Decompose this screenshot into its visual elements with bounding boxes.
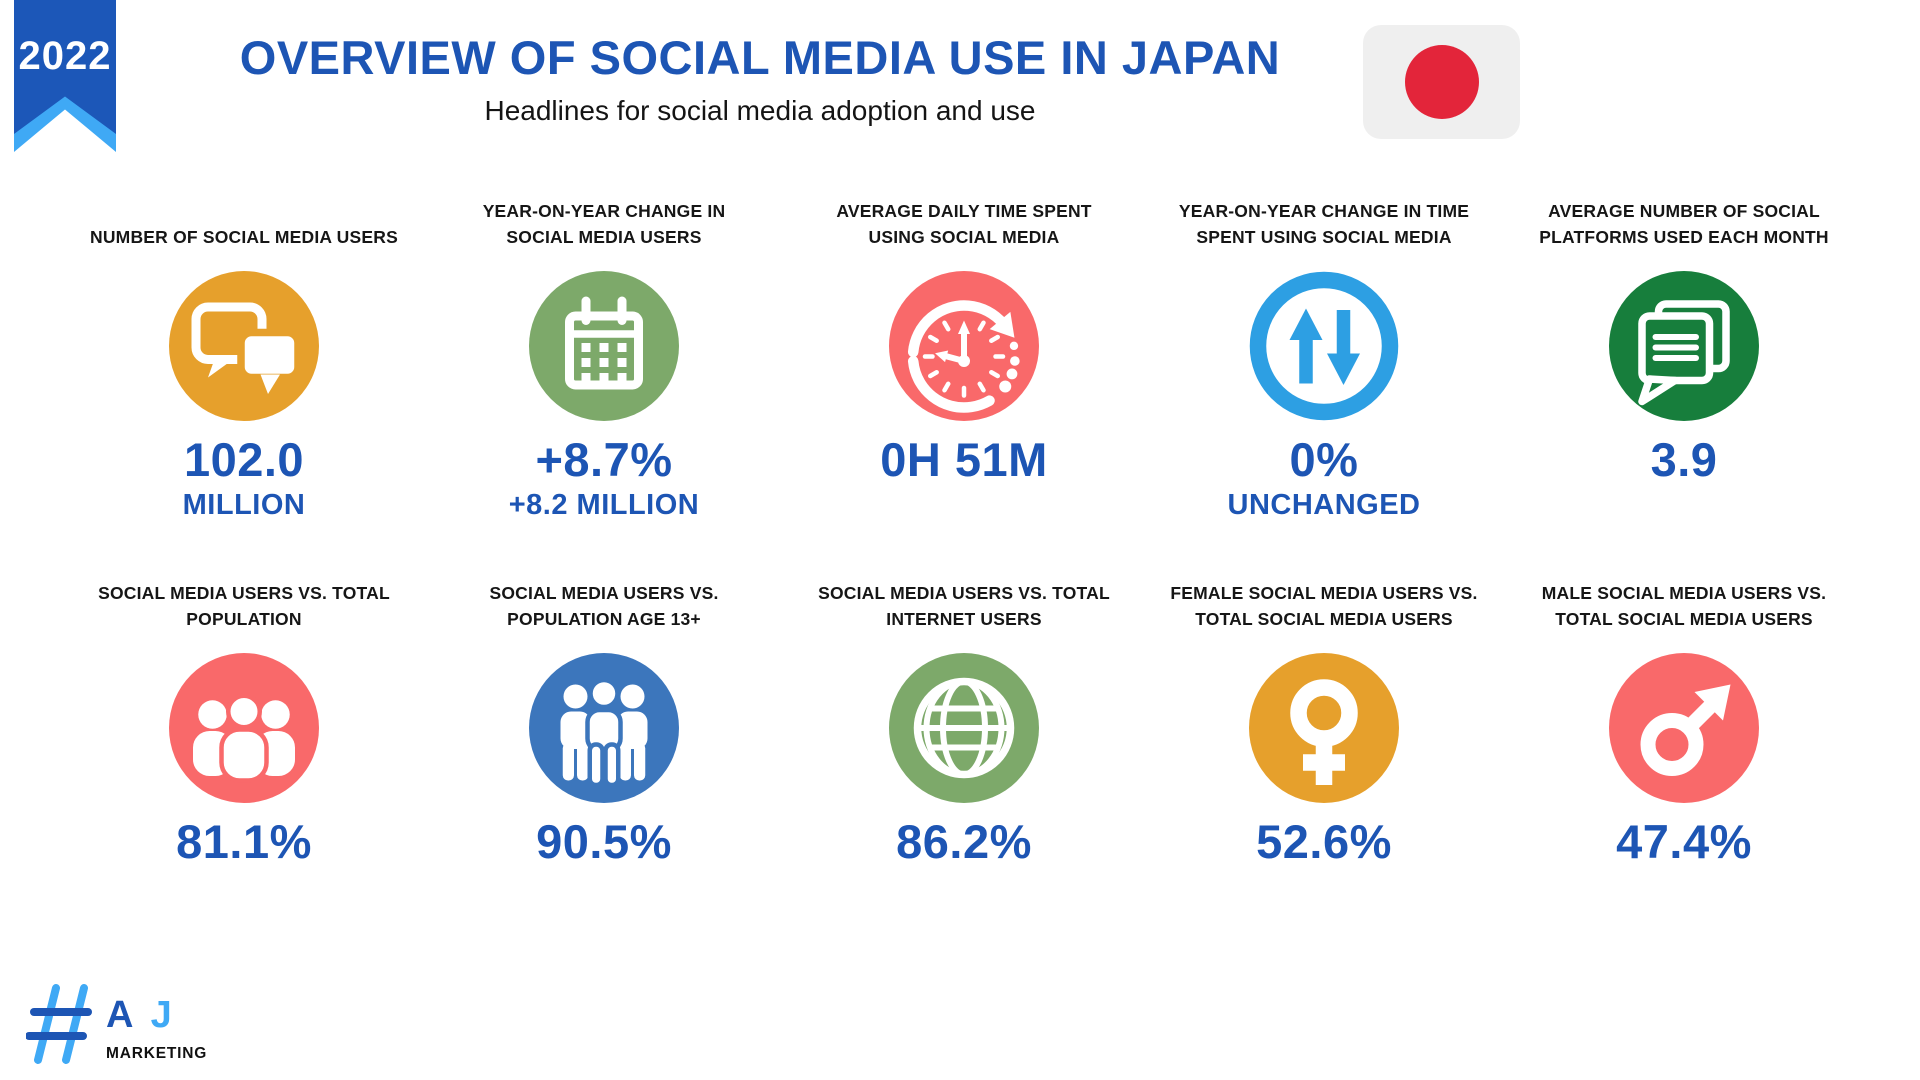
card-yoy-change-time: YEAR-ON-YEAR CHANGE IN TIME SPENT USING …: [1144, 168, 1504, 522]
card-label: SOCIAL MEDIA USERS VS. TOTAL INTERNET US…: [818, 583, 1110, 629]
up-down-arrows-icon: [1249, 271, 1399, 421]
card-value: 0%: [1289, 433, 1359, 486]
card-daily-time-spent: AVERAGE DAILY TIME SPENT USING SOCIAL ME…: [784, 168, 1144, 522]
clock-refresh-icon: [889, 271, 1039, 421]
card-value: +8.7%: [535, 433, 673, 486]
card-label: FEMALE SOCIAL MEDIA USERS VS. TOTAL SOCI…: [1170, 583, 1478, 629]
icon-wrap: [889, 632, 1039, 812]
chat-messages-icon: [1609, 271, 1759, 421]
card-label-wrap: AVERAGE DAILY TIME SPENT USING SOCIAL ME…: [808, 168, 1120, 250]
card-value: 47.4%: [1616, 815, 1752, 868]
card-value: 0H 51M: [880, 433, 1048, 486]
card-label: AVERAGE DAILY TIME SPENT USING SOCIAL ME…: [836, 201, 1092, 247]
people-standing-icon: [529, 653, 679, 803]
icon-wrap: [889, 250, 1039, 430]
card-label-wrap: NUMBER OF SOCIAL MEDIA USERS: [90, 168, 398, 250]
card-subvalue: UNCHANGED: [1227, 489, 1421, 521]
card-users-vs-population: SOCIAL MEDIA USERS VS. TOTAL POPULATION …: [64, 550, 424, 871]
card-yoy-change-users: YEAR-ON-YEAR CHANGE IN SOCIAL MEDIA USER…: [424, 168, 784, 522]
japan-flag-circle: [1404, 45, 1479, 119]
card-label-wrap: SOCIAL MEDIA USERS VS. TOTAL INTERNET US…: [808, 550, 1120, 632]
year-badge: 2022: [18, 34, 112, 78]
icon-wrap: [1609, 632, 1759, 812]
card-label-wrap: AVERAGE NUMBER OF SOCIAL PLATFORMS USED …: [1528, 168, 1840, 250]
icon-wrap: [1609, 250, 1759, 430]
card-value: 102.0: [183, 433, 305, 486]
hashtag-icon: [26, 984, 92, 1064]
logo-letter-j: J: [150, 994, 176, 1036]
card-social-media-users: NUMBER OF SOCIAL MEDIA USERS 102.0 MILLI…: [64, 168, 424, 522]
logo-tagline: MARKETING: [106, 1045, 208, 1062]
aj-marketing-logo: A J MARKETING: [26, 982, 207, 1066]
card-value: 3.9: [1650, 433, 1718, 486]
card-label: YEAR-ON-YEAR CHANGE IN SOCIAL MEDIA USER…: [482, 201, 726, 247]
card-female-users: FEMALE SOCIAL MEDIA USERS VS. TOTAL SOCI…: [1144, 550, 1504, 871]
card-value: 81.1%: [176, 815, 312, 868]
card-label-wrap: FEMALE SOCIAL MEDIA USERS VS. TOTAL SOCI…: [1168, 550, 1480, 632]
icon-wrap: [529, 632, 679, 812]
icon-wrap: [1249, 632, 1399, 812]
card-male-users: MALE SOCIAL MEDIA USERS VS. TOTAL SOCIAL…: [1504, 550, 1864, 871]
card-label-wrap: SOCIAL MEDIA USERS VS. POPULATION AGE 13…: [448, 550, 760, 632]
card-label-wrap: MALE SOCIAL MEDIA USERS VS. TOTAL SOCIAL…: [1528, 550, 1840, 632]
japan-flag-icon: [1363, 25, 1520, 139]
page-title: OVERVIEW OF SOCIAL MEDIA USE IN JAPAN: [239, 31, 1281, 84]
male-symbol-icon: [1609, 653, 1759, 803]
icon-wrap: [169, 632, 319, 812]
stat-cards-grid: NUMBER OF SOCIAL MEDIA USERS 102.0 MILLI…: [64, 168, 1864, 871]
year-ribbon: 2022: [14, 0, 116, 152]
card-label: SOCIAL MEDIA USERS VS. TOTAL POPULATION: [98, 583, 390, 629]
card-label: SOCIAL MEDIA USERS VS. POPULATION AGE 13…: [489, 583, 719, 629]
card-label: YEAR-ON-YEAR CHANGE IN TIME SPENT USING …: [1178, 201, 1470, 247]
card-value: 52.6%: [1256, 815, 1392, 868]
logo-letter-a: A: [106, 994, 137, 1036]
card-label-wrap: SOCIAL MEDIA USERS VS. TOTAL POPULATION: [88, 550, 400, 632]
card-subvalue: +8.2 MILLION: [508, 489, 700, 521]
card-label-wrap: YEAR-ON-YEAR CHANGE IN TIME SPENT USING …: [1168, 168, 1480, 250]
calendar-icon: [529, 271, 679, 421]
page-subtitle: Headlines for social media adoption and …: [484, 95, 1036, 126]
header: OVERVIEW OF SOCIAL MEDIA USE IN JAPAN He…: [150, 30, 1370, 127]
card-subvalue: MILLION: [182, 489, 306, 521]
card-label: AVERAGE NUMBER OF SOCIAL PLATFORMS USED …: [1539, 201, 1829, 247]
card-label-wrap: YEAR-ON-YEAR CHANGE IN SOCIAL MEDIA USER…: [448, 168, 760, 250]
people-group-icon: [169, 653, 319, 803]
globe-icon: [889, 653, 1039, 803]
icon-wrap: [169, 250, 319, 430]
icon-wrap: [1249, 250, 1399, 430]
female-symbol-icon: [1249, 653, 1399, 803]
chat-bubbles-icon: [169, 271, 319, 421]
card-label: NUMBER OF SOCIAL MEDIA USERS: [90, 226, 398, 247]
card-avg-platforms: AVERAGE NUMBER OF SOCIAL PLATFORMS USED …: [1504, 168, 1864, 522]
logo-wordmark: A J: [106, 994, 207, 1037]
card-value: 90.5%: [536, 815, 672, 868]
card-users-vs-age13: SOCIAL MEDIA USERS VS. POPULATION AGE 13…: [424, 550, 784, 871]
card-users-vs-internet: SOCIAL MEDIA USERS VS. TOTAL INTERNET US…: [784, 550, 1144, 871]
card-value: 86.2%: [896, 815, 1032, 868]
icon-wrap: [529, 250, 679, 430]
logo-text: A J MARKETING: [106, 982, 207, 1063]
card-label: MALE SOCIAL MEDIA USERS VS. TOTAL SOCIAL…: [1541, 583, 1827, 629]
